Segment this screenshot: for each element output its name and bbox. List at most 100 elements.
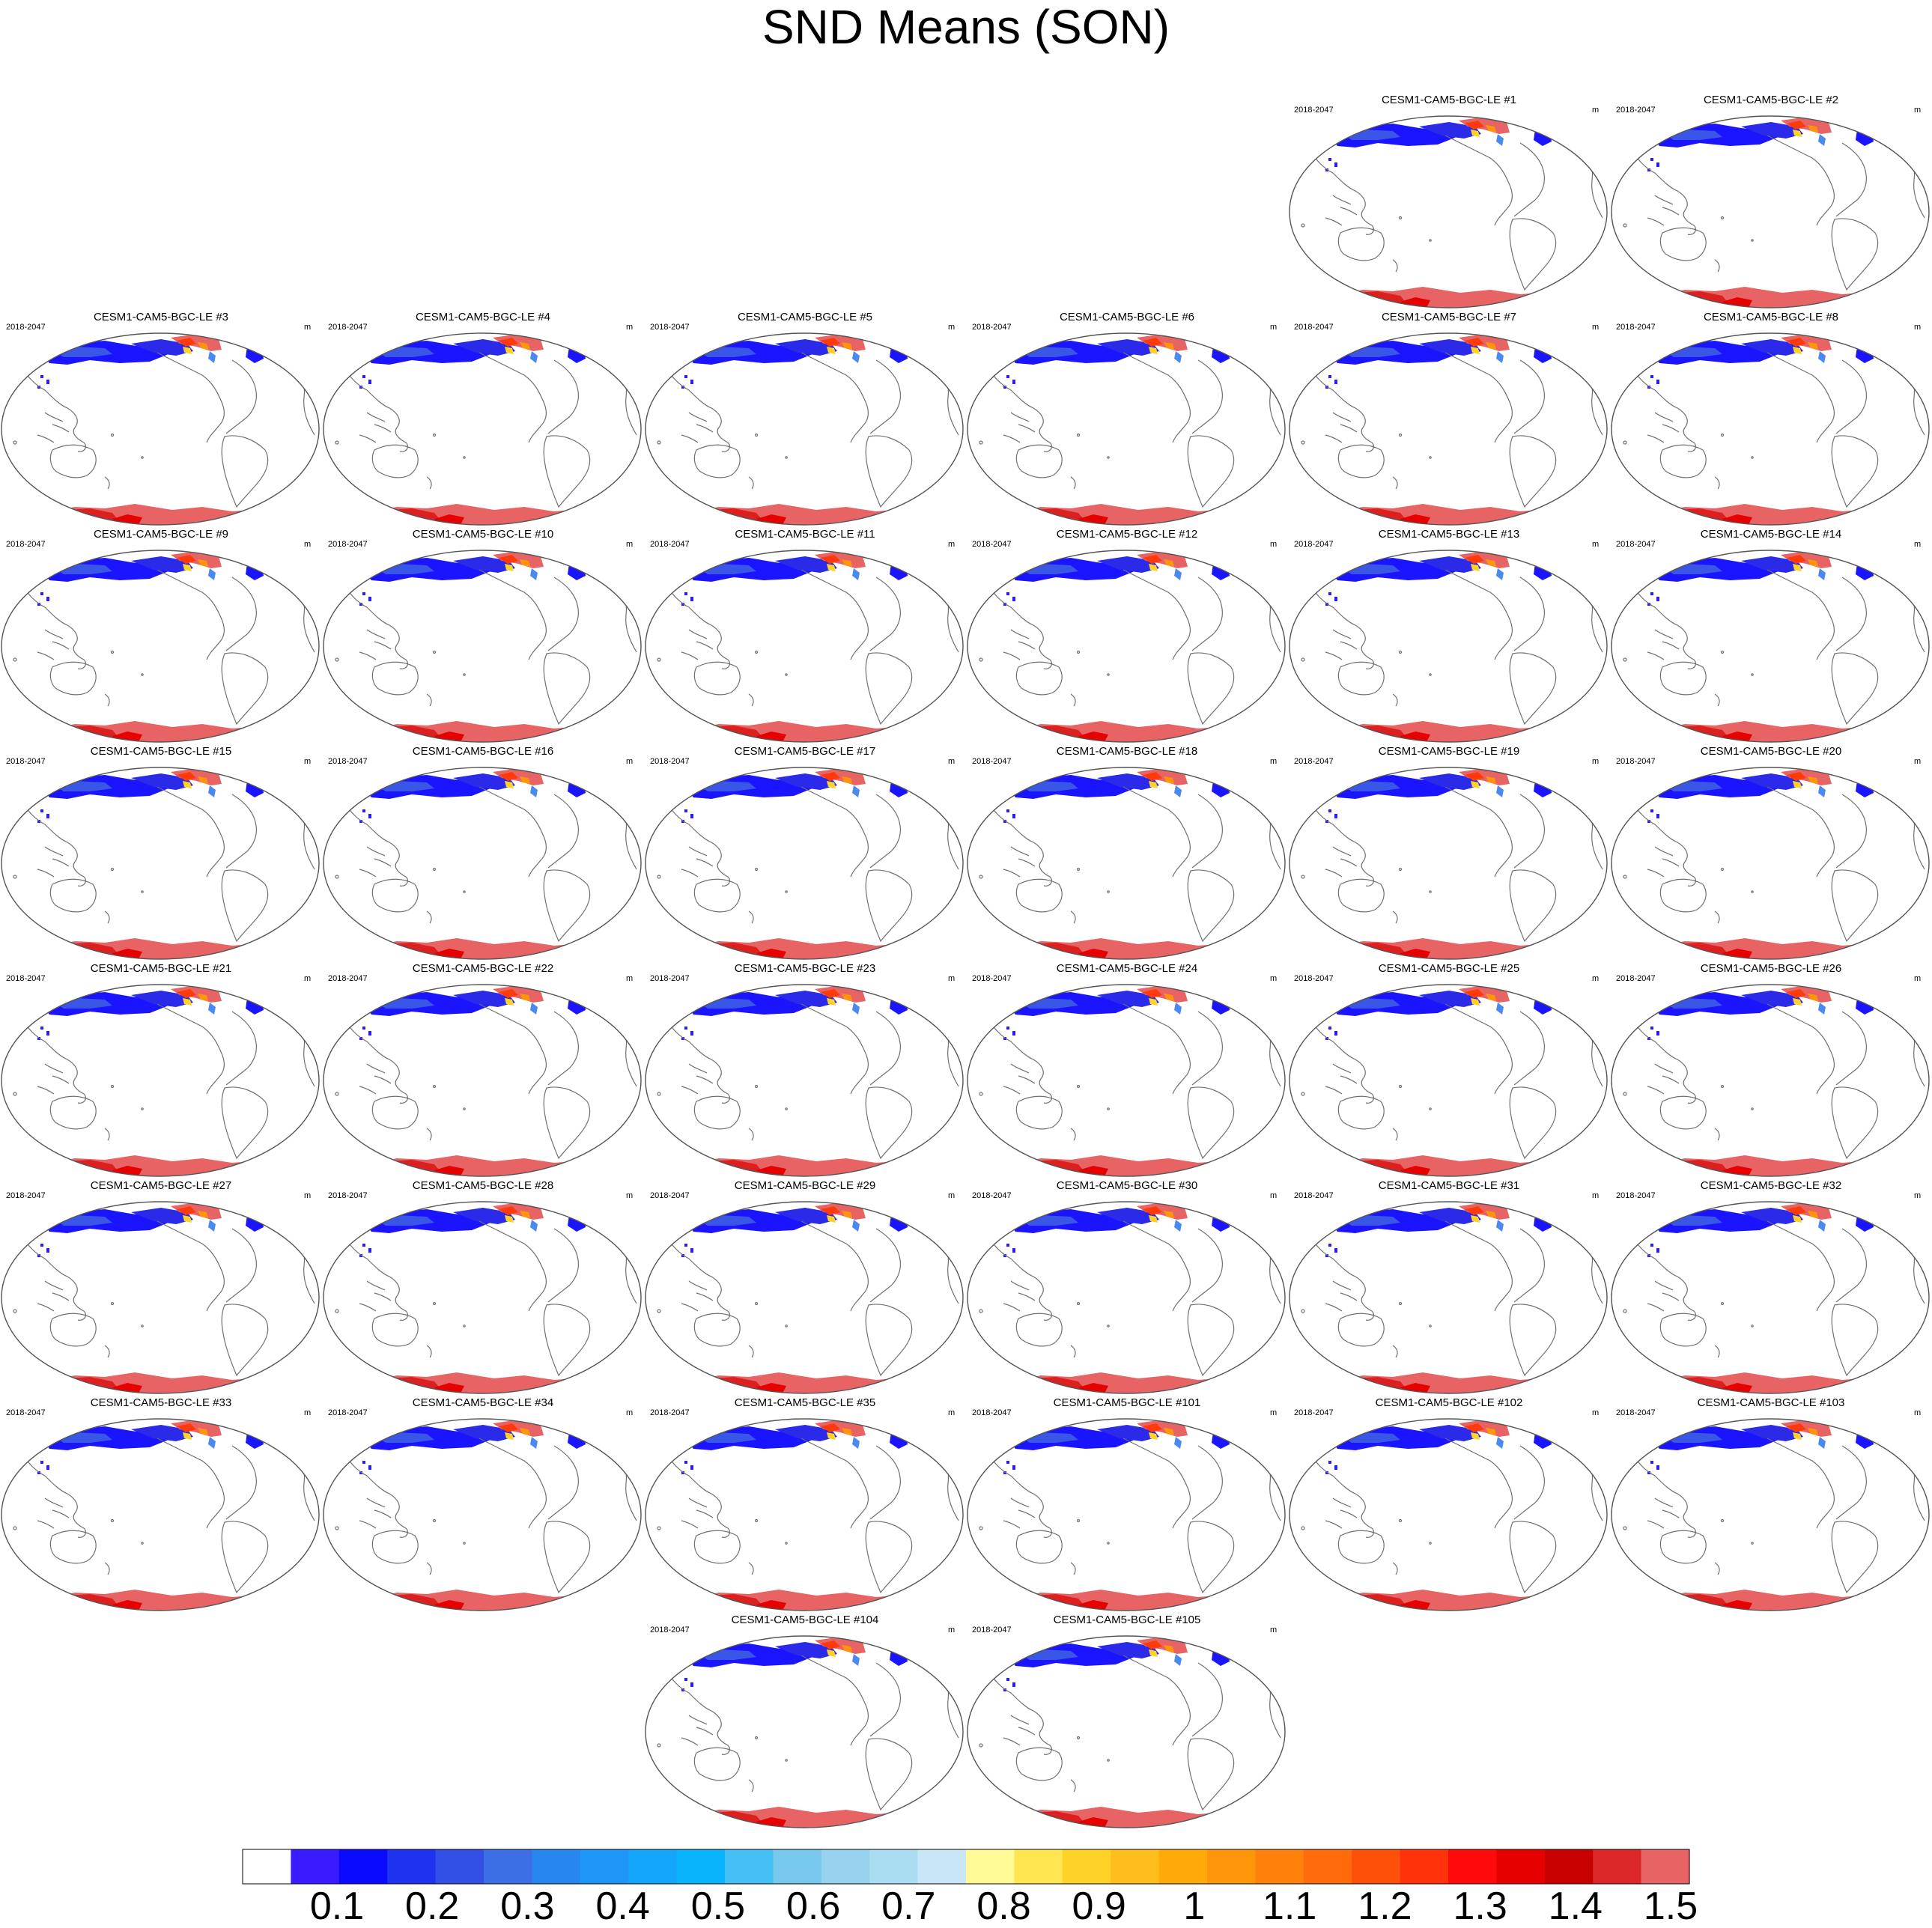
panel-unit-label: m bbox=[948, 974, 956, 983]
map-panel: CESM1-CAM5-BGC-LE #18 2018-2047 m bbox=[966, 745, 1288, 962]
panel-period-label: 2018-2047 bbox=[1616, 974, 1656, 983]
panel-unit-label: m bbox=[304, 974, 312, 983]
map-border bbox=[967, 1635, 1286, 1828]
colorbar-swatch bbox=[1496, 1849, 1546, 1884]
map-panel: CESM1-CAM5-BGC-LE #31 2018-2047 m bbox=[1288, 1179, 1610, 1396]
map-panel: CESM1-CAM5-BGC-LE #11 2018-2047 m bbox=[644, 528, 966, 745]
colorbar-swatch bbox=[1014, 1849, 1063, 1884]
map-plot bbox=[1289, 1418, 1608, 1611]
colorbar-swatch bbox=[1544, 1849, 1594, 1884]
panel-title: CESM1-CAM5-BGC-LE #12 bbox=[1056, 528, 1198, 541]
colorbar-tick-label: 1 bbox=[1183, 1885, 1206, 1928]
panel-title: CESM1-CAM5-BGC-LE #101 bbox=[1053, 1396, 1201, 1409]
coastlines bbox=[979, 1003, 1281, 1160]
panel-title: CESM1-CAM5-BGC-LE #8 bbox=[1703, 311, 1839, 323]
map-border bbox=[1611, 767, 1930, 960]
coastlines bbox=[13, 1003, 315, 1160]
panel-unit-label: m bbox=[304, 757, 312, 766]
map-panel: CESM1-CAM5-BGC-LE #10 2018-2047 m bbox=[322, 528, 644, 745]
colorbar-swatch bbox=[291, 1849, 340, 1884]
colorbar-tick-label: 0.5 bbox=[690, 1885, 746, 1928]
map-border bbox=[645, 767, 964, 960]
panel-unit-label: m bbox=[626, 1408, 634, 1417]
coastlines bbox=[657, 786, 959, 943]
colorbar-tick-label: 1.5 bbox=[1643, 1885, 1698, 1928]
panel-title: CESM1-CAM5-BGC-LE #30 bbox=[1056, 1179, 1198, 1192]
map-border bbox=[645, 1635, 964, 1828]
map-border bbox=[323, 1418, 642, 1611]
map-panel: CESM1-CAM5-BGC-LE #104 2018-2047 m bbox=[644, 1614, 966, 1831]
map-plot bbox=[1289, 767, 1608, 960]
map-plot bbox=[323, 1418, 642, 1611]
panel-unit-label: m bbox=[1914, 106, 1922, 115]
panel-period-label: 2018-2047 bbox=[650, 540, 690, 549]
coastlines bbox=[657, 1438, 959, 1594]
colorbar-swatch bbox=[1641, 1849, 1690, 1884]
coastlines bbox=[979, 786, 1281, 943]
panel-period-label: 2018-2047 bbox=[6, 323, 46, 332]
colorbar-tick-label: 0.9 bbox=[1072, 1885, 1126, 1928]
map-border bbox=[1289, 550, 1608, 743]
panel-title: CESM1-CAM5-BGC-LE #7 bbox=[1381, 311, 1517, 323]
map-plot bbox=[323, 767, 642, 960]
panel-title: CESM1-CAM5-BGC-LE #32 bbox=[1700, 1179, 1842, 1192]
map-plot bbox=[645, 1201, 964, 1394]
panel-period-label: 2018-2047 bbox=[650, 1408, 690, 1417]
coastlines bbox=[979, 352, 1281, 508]
colorbar-frame bbox=[242, 1849, 1690, 1885]
panel-period-label: 2018-2047 bbox=[1294, 1408, 1334, 1417]
panel-grid: CESM1-CAM5-BGC-LE #1 2018-2047 m CESM1-CAM5… bbox=[0, 94, 1932, 1831]
map-border bbox=[967, 1418, 1286, 1611]
panel-period-label: 2018-2047 bbox=[328, 540, 368, 549]
colorbar-swatch bbox=[725, 1849, 774, 1884]
map-plot bbox=[967, 1418, 1286, 1611]
map-border bbox=[1, 1201, 320, 1394]
panel-title: CESM1-CAM5-BGC-LE #35 bbox=[734, 1396, 876, 1409]
panel-title: CESM1-CAM5-BGC-LE #21 bbox=[90, 962, 232, 975]
map-panel: CESM1-CAM5-BGC-LE #105 2018-2047 m bbox=[966, 1614, 1288, 1831]
map-panel: CESM1-CAM5-BGC-LE #35 2018-2047 m bbox=[644, 1396, 966, 1614]
panel-title: CESM1-CAM5-BGC-LE #3 bbox=[93, 311, 229, 323]
map-border bbox=[1, 1418, 320, 1611]
coastlines bbox=[979, 569, 1281, 726]
panel-period-label: 2018-2047 bbox=[1616, 1408, 1656, 1417]
panel-period-label: 2018-2047 bbox=[6, 1191, 46, 1200]
map-panel: CESM1-CAM5-BGC-LE #26 2018-2047 m bbox=[1610, 962, 1932, 1179]
colorbar-swatch bbox=[435, 1849, 484, 1884]
map-panel: CESM1-CAM5-BGC-LE #9 2018-2047 m bbox=[0, 528, 322, 745]
northern-snow-field bbox=[359, 556, 586, 606]
map-border bbox=[323, 332, 642, 526]
map-border bbox=[645, 1418, 964, 1611]
map-plot bbox=[1611, 1201, 1930, 1394]
panel-unit-label: m bbox=[948, 1191, 956, 1200]
panel-unit-label: m bbox=[1592, 1191, 1600, 1200]
panel-title: CESM1-CAM5-BGC-LE #19 bbox=[1378, 745, 1520, 758]
map-panel: CESM1-CAM5-BGC-LE #15 2018-2047 m bbox=[0, 745, 322, 962]
map-panel: CESM1-CAM5-BGC-LE #103 2018-2047 m bbox=[1610, 1396, 1932, 1614]
panel-title: CESM1-CAM5-BGC-LE #6 bbox=[1059, 311, 1195, 323]
map-plot bbox=[1, 332, 320, 526]
panel-unit-label: m bbox=[1914, 323, 1922, 332]
panel-title: CESM1-CAM5-BGC-LE #105 bbox=[1053, 1614, 1201, 1626]
map-border bbox=[1289, 1418, 1608, 1611]
panel-period-label: 2018-2047 bbox=[650, 757, 690, 766]
colorbar-tick-label: 0.1 bbox=[309, 1885, 365, 1928]
map-panel: CESM1-CAM5-BGC-LE #23 2018-2047 m bbox=[644, 962, 966, 1179]
map-panel: CESM1-CAM5-BGC-LE #34 2018-2047 m bbox=[322, 1396, 644, 1614]
panel-unit-label: m bbox=[1914, 1191, 1922, 1200]
coastlines bbox=[13, 352, 315, 508]
map-border bbox=[967, 767, 1286, 960]
panel-unit-label: m bbox=[1592, 540, 1600, 549]
panel-unit-label: m bbox=[626, 757, 634, 766]
panel-title: CESM1-CAM5-BGC-LE #102 bbox=[1375, 1396, 1523, 1409]
panel-unit-label: m bbox=[1270, 540, 1278, 549]
map-plot bbox=[645, 550, 964, 743]
map-panel: CESM1-CAM5-BGC-LE #27 2018-2047 m bbox=[0, 1179, 322, 1396]
panel-unit-label: m bbox=[1914, 757, 1922, 766]
map-plot bbox=[967, 332, 1286, 526]
map-plot bbox=[323, 332, 642, 526]
map-border bbox=[1611, 332, 1930, 526]
panel-title: CESM1-CAM5-BGC-LE #16 bbox=[412, 745, 554, 758]
map-border bbox=[1289, 984, 1608, 1177]
colorbar-swatch bbox=[1158, 1849, 1208, 1884]
